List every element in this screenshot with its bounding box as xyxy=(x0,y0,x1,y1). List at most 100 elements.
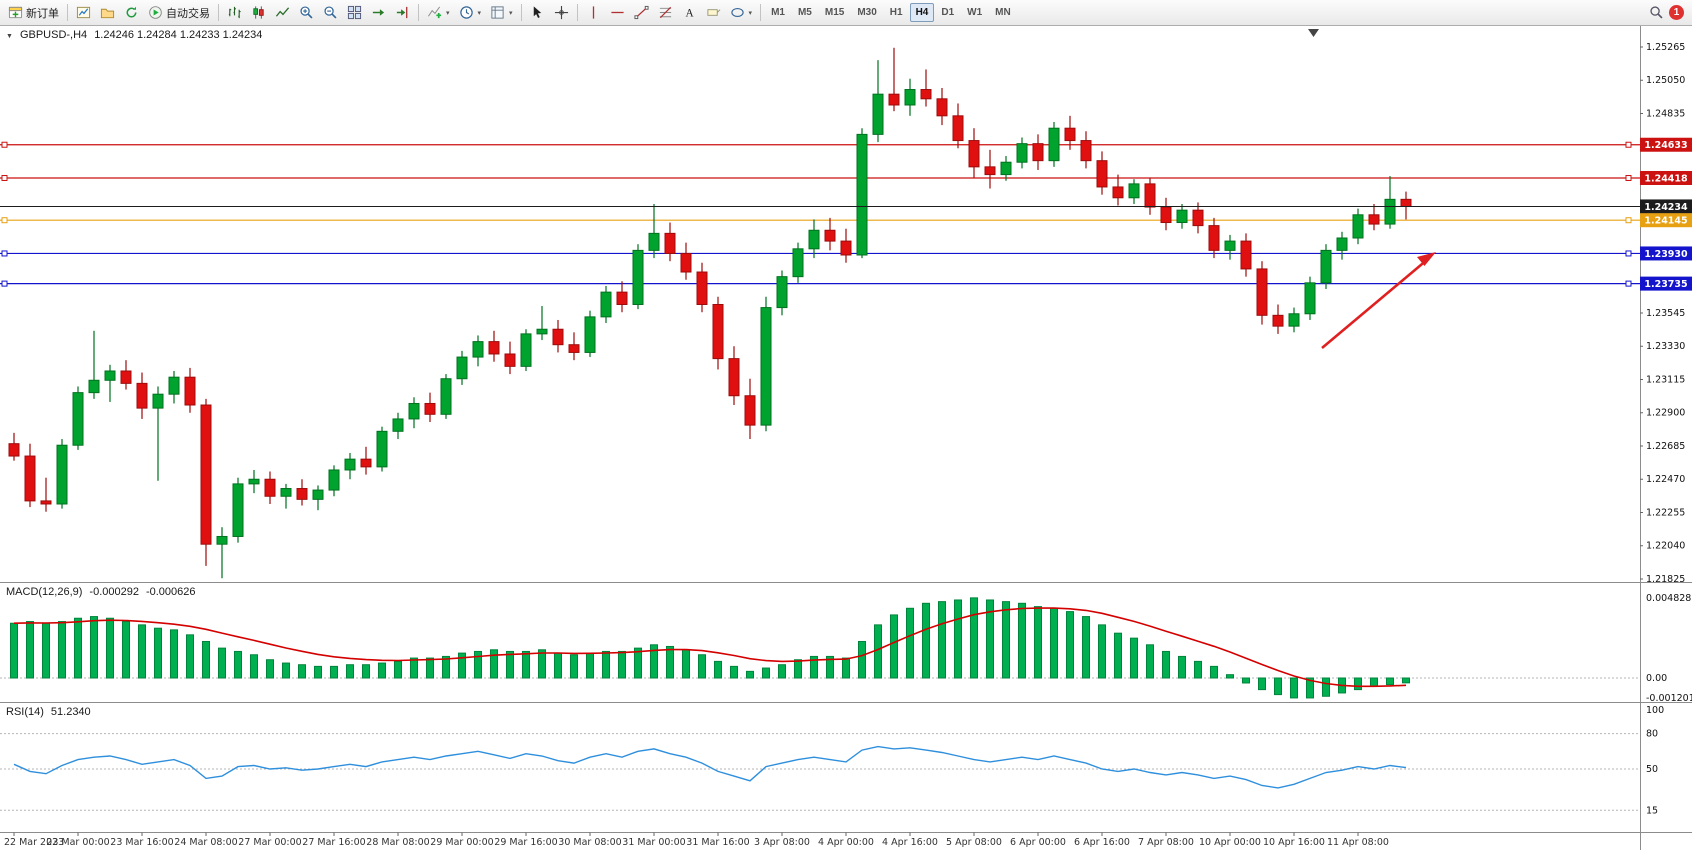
indicators-icon xyxy=(428,6,442,19)
macd-signal-line xyxy=(13,607,1407,688)
timeframe-h1-button[interactable]: H1 xyxy=(884,3,909,22)
templates-button[interactable]: ▾ xyxy=(486,2,517,23)
candle-body xyxy=(1272,314,1284,327)
candle-body xyxy=(1080,140,1092,162)
candle-body xyxy=(1192,209,1204,227)
price-badge-1.24418 xyxy=(1640,170,1692,185)
candle-body xyxy=(632,249,644,305)
timeframe-m30-button[interactable]: M30 xyxy=(851,3,882,22)
macd-bar xyxy=(314,665,322,679)
horizontal-line-button[interactable] xyxy=(606,2,629,23)
candle-body xyxy=(584,316,596,353)
zoom-out-button[interactable] xyxy=(319,2,342,23)
macd-bar xyxy=(634,647,642,679)
auto-scroll-icon xyxy=(372,9,385,16)
candle-body xyxy=(120,370,132,384)
search-button[interactable] xyxy=(1645,2,1668,23)
macd-bar xyxy=(858,640,866,679)
auto-trading-icon xyxy=(149,6,162,19)
svg-text:31 Mar 00:00: 31 Mar 00:00 xyxy=(622,837,685,848)
candlestick-chart-button[interactable] xyxy=(247,2,270,23)
candle-body xyxy=(808,229,820,250)
new-chart-button[interactable] xyxy=(72,2,95,23)
candle-body xyxy=(1000,161,1012,176)
svg-text:1.24234: 1.24234 xyxy=(1644,202,1688,213)
crosshair-button[interactable] xyxy=(550,2,573,23)
candle-body xyxy=(1256,268,1268,316)
chart-shift-button[interactable] xyxy=(391,2,414,23)
macd-bar xyxy=(618,650,626,679)
candle-body xyxy=(360,458,372,468)
svg-text:80: 80 xyxy=(1646,729,1658,740)
auto-scroll-button[interactable] xyxy=(367,2,390,23)
macd-bar xyxy=(826,655,834,679)
vertical-line-button[interactable] xyxy=(582,2,605,23)
zoom-in-button[interactable] xyxy=(295,2,318,23)
refresh-button[interactable] xyxy=(120,2,143,23)
cursor-button[interactable] xyxy=(526,2,549,23)
label-button[interactable] xyxy=(702,2,725,23)
macd-bar xyxy=(730,665,738,679)
timeframe-m5-button[interactable]: M5 xyxy=(792,3,818,22)
notification-badge[interactable]: 1 xyxy=(1669,5,1684,20)
templates-icon xyxy=(491,6,504,19)
macd-bar xyxy=(90,616,98,679)
level-handle xyxy=(1,141,8,148)
line-chart-button[interactable] xyxy=(271,2,294,23)
price-badge-1.24145 xyxy=(1640,213,1692,228)
timeframe-w1-button[interactable]: W1 xyxy=(961,3,988,22)
svg-text:10 Apr 00:00: 10 Apr 00:00 xyxy=(1199,837,1261,848)
candle-body xyxy=(904,89,916,106)
tile-windows-button[interactable] xyxy=(343,2,366,23)
chart-shift-marker[interactable] xyxy=(1308,29,1319,37)
timeframe-m15-button[interactable]: M15 xyxy=(819,3,850,22)
rsi-panel: 100 80 50 15 xyxy=(0,705,1664,816)
macd-bar xyxy=(506,650,514,679)
svg-text:28 Mar 08:00: 28 Mar 08:00 xyxy=(366,837,429,848)
profiles-button[interactable] xyxy=(96,2,119,23)
svg-text:6 Apr 00:00: 6 Apr 00:00 xyxy=(1010,837,1066,848)
candle-body xyxy=(1240,240,1252,270)
svg-text:1.24633: 1.24633 xyxy=(1644,140,1687,151)
candle-body xyxy=(440,378,452,415)
macd-bar xyxy=(154,627,162,679)
price-badge-1.24234 xyxy=(1640,199,1692,214)
svg-text:4 Apr 16:00: 4 Apr 16:00 xyxy=(882,837,938,848)
periods-button[interactable]: ▾ xyxy=(455,2,486,23)
candle-body xyxy=(152,393,164,409)
svg-text:1.24835: 1.24835 xyxy=(1646,108,1685,119)
candle-body xyxy=(1336,237,1348,251)
candle-body xyxy=(1384,198,1396,225)
fibonacci-button[interactable] xyxy=(654,2,677,23)
svg-text:0.00: 0.00 xyxy=(1646,673,1667,684)
price-axis[interactable]: 1.21825 1.22040 1.22255 1.22470 1.22685 1.229… xyxy=(1640,42,1685,585)
timeframe-d1-button[interactable]: D1 xyxy=(935,3,960,22)
level-lines-layer[interactable] xyxy=(0,141,1640,287)
macd-bar xyxy=(266,659,274,679)
macd-bar xyxy=(410,657,418,679)
text-button[interactable]: A xyxy=(678,2,701,23)
trendline-icon xyxy=(634,5,649,20)
auto-trading-button[interactable]: 自动交易 xyxy=(144,2,214,23)
trend-arrow-annotation[interactable] xyxy=(1321,252,1436,349)
timeframe-m1-button[interactable]: M1 xyxy=(765,3,791,22)
trendline-button[interactable] xyxy=(630,2,653,23)
timeframe-h4-button[interactable]: H4 xyxy=(909,3,935,22)
candle-body xyxy=(264,478,276,497)
macd-bar xyxy=(1210,665,1218,679)
indicators-button[interactable]: ▾ xyxy=(423,2,454,23)
candle-body xyxy=(888,93,900,106)
bar-chart-button[interactable] xyxy=(223,2,246,23)
shapes-dropdown-button[interactable]: ▾ xyxy=(726,2,757,23)
timeframe-mn-button[interactable]: MN xyxy=(989,3,1017,22)
candle-body xyxy=(552,328,564,346)
toolbar-separator xyxy=(67,4,68,21)
macd-bar xyxy=(810,655,818,679)
macd-bar xyxy=(218,647,226,679)
macd-bar xyxy=(1082,616,1090,679)
new-order-button[interactable]: 新订单 xyxy=(4,2,63,23)
price-badge-1.23735 xyxy=(1640,276,1692,291)
macd-bar xyxy=(1258,677,1266,691)
chart-canvas[interactable]: 1.21825 1.22040 1.22255 1.22470 1.22685 1.229… xyxy=(0,26,1692,850)
